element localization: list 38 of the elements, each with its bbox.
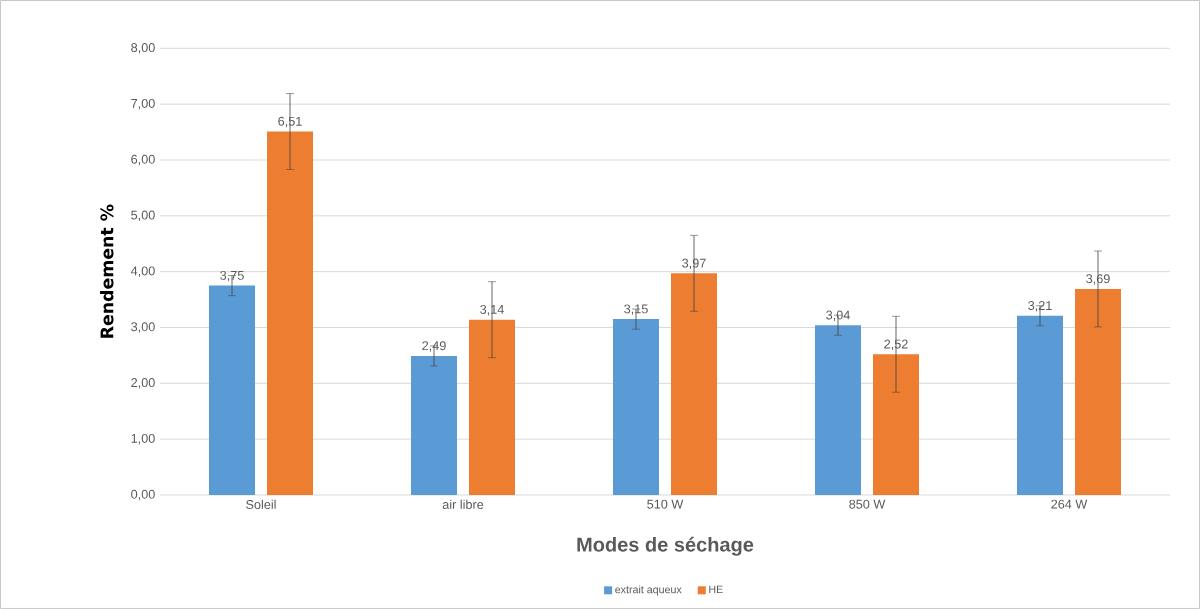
bar bbox=[815, 325, 861, 495]
y-tick-label: 1,00 bbox=[131, 433, 155, 445]
data-label: 3,75 bbox=[220, 270, 244, 282]
data-label: 3,15 bbox=[624, 304, 648, 315]
data-label: 2,49 bbox=[422, 341, 446, 352]
bar bbox=[469, 319, 516, 495]
y-tick-label: 2,00 bbox=[131, 378, 155, 389]
bar bbox=[613, 319, 660, 495]
data-label: 3,21 bbox=[1028, 301, 1052, 312]
y-tick-label: 0,00 bbox=[131, 489, 155, 501]
x-tick-label: 264 W bbox=[1051, 499, 1088, 509]
x-tick-label: air libre bbox=[442, 499, 484, 509]
y-tick-label: 5,00 bbox=[131, 210, 155, 222]
x-tick-label: Soleil bbox=[246, 499, 276, 509]
y-tick-label: 7,00 bbox=[131, 98, 155, 110]
x-tick-label: 510 W bbox=[647, 499, 684, 509]
bar bbox=[873, 354, 919, 495]
legend-label: HE bbox=[709, 585, 723, 593]
data-label: 3,97 bbox=[682, 258, 706, 270]
data-label: 3,04 bbox=[826, 310, 850, 321]
bar bbox=[1075, 288, 1121, 495]
y-tick-label: 4,00 bbox=[130, 266, 155, 277]
bar bbox=[209, 285, 255, 495]
bar bbox=[267, 131, 314, 495]
data-label: 2,52 bbox=[884, 339, 908, 351]
y-axis-title: Rendement % bbox=[100, 204, 114, 338]
legend-label: extrait aqueux bbox=[615, 585, 682, 596]
data-label: 6,51 bbox=[278, 116, 302, 128]
bar bbox=[411, 355, 458, 495]
data-label: 3,14 bbox=[480, 304, 504, 316]
y-tick-label: 6,00 bbox=[131, 154, 155, 166]
bar bbox=[671, 273, 717, 495]
data-label: 3,69 bbox=[1086, 274, 1110, 285]
x-tick-label: 850 W bbox=[849, 499, 886, 509]
x-axis-title: Modes de séchage bbox=[577, 536, 754, 556]
y-tick-label: 8,00 bbox=[131, 43, 155, 54]
bar bbox=[1017, 315, 1063, 495]
y-tick-label: 3,00 bbox=[131, 322, 155, 333]
